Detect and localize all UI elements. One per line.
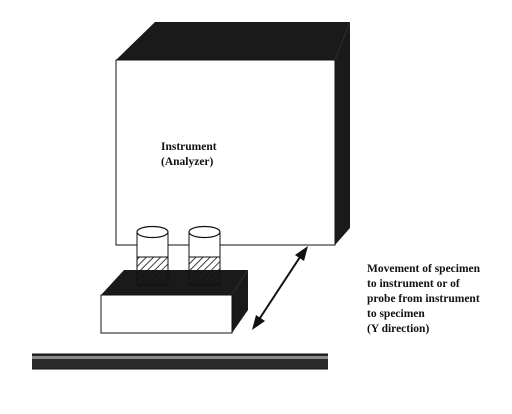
platform-side-face (232, 270, 248, 333)
instrument-label-line-2: (Analyzer) (161, 156, 214, 168)
cylinder-right-top (188, 225, 221, 239)
movement-label-line-1: Movement of specimen (367, 263, 481, 275)
instrument-label-line-1: Instrument (161, 141, 217, 153)
instrument-label: Instrument (Analyzer) (161, 140, 217, 170)
arrowhead-top (295, 246, 308, 261)
base-rod (32, 353, 328, 370)
movement-label-line-2: to instrument or of (367, 278, 460, 290)
instrument-front-face (115, 59, 336, 246)
instrument-top-face (116, 22, 350, 60)
specimen-platform (100, 270, 248, 334)
instrument-side-face (335, 22, 350, 245)
movement-label-line-3: probe from instrument (367, 293, 480, 305)
cylinder-left-top (136, 225, 169, 239)
movement-label: Movement of specimen to instrument or of… (367, 262, 480, 337)
specimen-cylinder-left (136, 225, 169, 286)
arrowhead-bottom (252, 315, 265, 330)
cylinder-left-hatched-base (136, 256, 169, 286)
cylinder-right-hatched-base (188, 256, 221, 286)
movement-label-line-5: (Y direction) (367, 323, 430, 335)
platform-front-face (100, 294, 233, 334)
platform-top-face (101, 270, 248, 295)
movement-label-line-4: to specimen (367, 308, 425, 320)
specimen-cylinder-right (188, 225, 221, 286)
instrument-box (115, 22, 350, 246)
y-direction-arrow (252, 246, 308, 330)
